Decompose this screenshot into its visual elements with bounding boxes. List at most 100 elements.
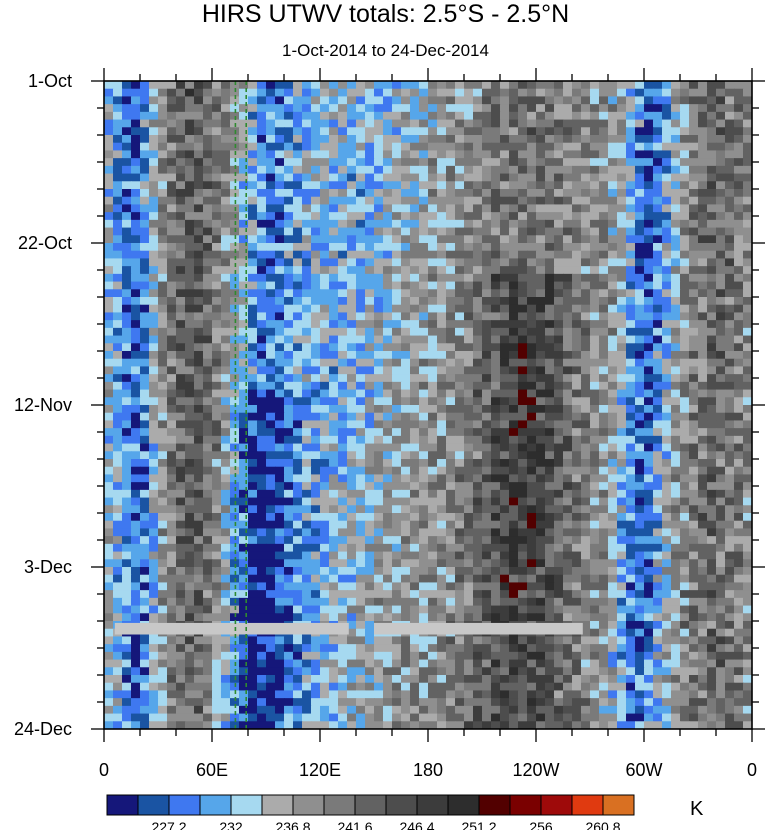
field-cell <box>383 243 393 252</box>
field-cell <box>644 297 654 306</box>
field-cell <box>212 543 222 553</box>
field-cell <box>392 397 402 406</box>
field-cell <box>257 304 267 314</box>
field-cell <box>482 235 492 244</box>
field-cell <box>545 582 555 591</box>
field-cell <box>563 289 573 298</box>
field-cell <box>734 505 744 514</box>
field-cell <box>365 435 375 445</box>
field-cell <box>248 482 258 491</box>
field-cell <box>374 304 384 314</box>
field-cell <box>617 497 627 506</box>
field-cell <box>212 297 222 306</box>
field-cell <box>248 135 258 144</box>
field-cell <box>563 297 573 306</box>
field-cell <box>554 312 564 321</box>
field-cell <box>581 250 591 260</box>
field-cell <box>239 189 249 198</box>
field-cell <box>311 536 321 545</box>
field-cell <box>104 366 114 375</box>
field-cell <box>464 196 474 206</box>
field-cell <box>617 582 627 591</box>
field-cell <box>275 219 285 229</box>
field-cell <box>113 243 123 252</box>
field-cell <box>356 543 366 553</box>
field-cell <box>572 513 582 522</box>
field-cell <box>581 327 591 337</box>
field-cell <box>140 489 150 499</box>
field-cell <box>302 196 312 206</box>
field-cell <box>446 474 456 483</box>
field-cell <box>590 96 600 105</box>
field-cell <box>527 335 537 344</box>
field-cell <box>689 435 699 445</box>
field-cell <box>707 297 717 306</box>
field-cell <box>275 420 285 429</box>
field-cell <box>437 358 447 368</box>
field-cell <box>617 459 627 468</box>
field-cell <box>536 312 546 321</box>
field-cell <box>572 312 582 321</box>
field-cell <box>401 304 411 314</box>
field-cell <box>311 582 321 591</box>
field-cell <box>581 204 591 213</box>
field-cell <box>293 381 303 391</box>
field-cell <box>383 567 393 576</box>
field-cell <box>743 81 752 90</box>
field-cell <box>635 304 645 314</box>
field-cell <box>203 312 213 321</box>
field-cell <box>302 250 312 260</box>
field-cell <box>248 497 258 506</box>
field-cell <box>167 366 177 375</box>
field-cell <box>716 343 726 352</box>
field-cell <box>293 250 303 260</box>
field-cell <box>617 297 627 306</box>
field-cell <box>500 466 510 476</box>
field-cell <box>473 104 483 113</box>
field-cell <box>176 389 186 398</box>
field-cell <box>374 428 384 437</box>
field-cell <box>482 150 492 159</box>
field-cell <box>320 320 330 329</box>
field-cell <box>518 528 528 537</box>
field-cell <box>653 343 663 352</box>
field-cell <box>518 597 528 607</box>
field-cell <box>302 597 312 607</box>
field-cell <box>113 297 123 306</box>
field-cell <box>527 250 537 260</box>
field-cell <box>635 320 645 329</box>
field-cell <box>590 297 600 306</box>
field-cell <box>680 158 690 167</box>
field-cell <box>635 227 645 236</box>
field-cell <box>536 528 546 537</box>
field-cell <box>239 482 249 491</box>
field-cell <box>221 605 231 614</box>
field-cell <box>167 605 177 614</box>
field-cell <box>473 574 483 584</box>
field-cell <box>311 196 321 206</box>
field-cell <box>707 366 717 375</box>
field-cell <box>455 189 465 198</box>
field-cell <box>635 482 645 491</box>
field-cell <box>131 513 141 522</box>
field-cell <box>194 405 204 414</box>
field-cell <box>473 212 483 221</box>
field-cell <box>644 258 654 267</box>
field-cell <box>518 181 528 190</box>
field-cell <box>338 327 348 337</box>
field-cell <box>689 459 699 468</box>
field-cell <box>464 405 474 414</box>
field-cell <box>482 381 492 391</box>
field-cell <box>401 142 411 152</box>
field-cell <box>599 451 609 460</box>
field-cell <box>374 405 384 414</box>
field-cell <box>707 135 717 144</box>
field-cell <box>473 582 483 591</box>
field-cell <box>743 173 752 182</box>
field-cell <box>653 320 663 329</box>
field-cell <box>356 497 366 506</box>
field-cell <box>608 196 618 206</box>
field-cell <box>113 389 123 398</box>
field-cell <box>284 474 294 483</box>
